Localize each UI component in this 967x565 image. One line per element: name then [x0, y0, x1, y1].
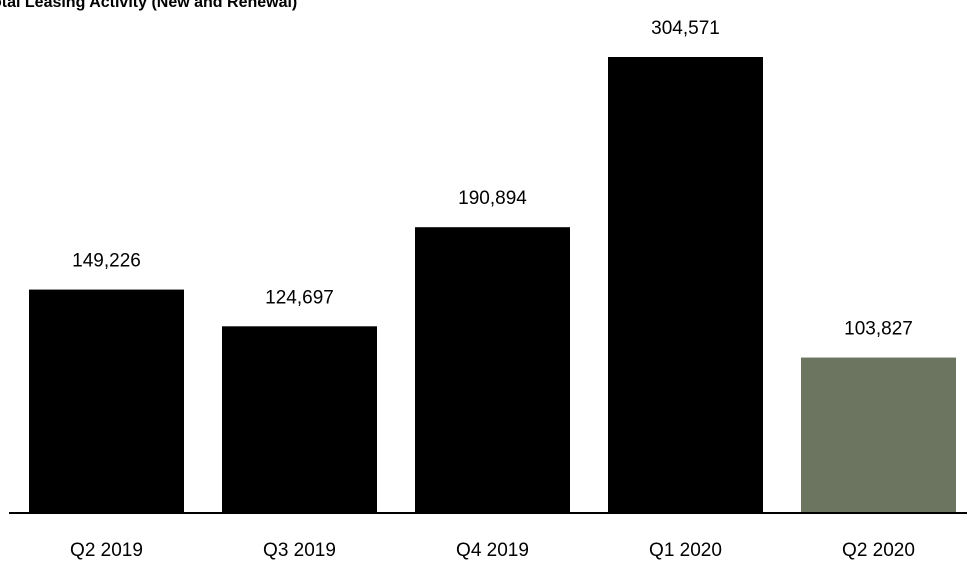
x-tick-labels-layer: Q2 2019 Q3 2019 Q4 2019 Q1 2020 Q2 2020 [70, 540, 915, 561]
value-label: 190,894 [458, 188, 527, 209]
value-label: 304,571 [651, 18, 720, 39]
value-label: 103,827 [844, 319, 913, 340]
value-label: 149,226 [72, 251, 141, 272]
x-tick-label: Q4 2019 [456, 540, 529, 560]
x-tick-label: Q2 2020 [842, 540, 915, 560]
value-label: 124,697 [265, 287, 334, 308]
value-labels-layer: 149,226 124,697 190,894 304,571 103,827 [72, 18, 913, 340]
bars-layer [29, 57, 956, 514]
bar-q3-2019 [222, 326, 377, 513]
bar-q2-2020 [801, 357, 956, 513]
x-tick-label: Q2 2019 [70, 540, 143, 560]
x-tick-label: Q3 2019 [263, 540, 336, 560]
chart-title: otal Leasing Activity (New and Renewal) [0, 0, 298, 11]
bar-q1-2020 [608, 57, 763, 513]
bar-q4-2019 [415, 227, 570, 514]
x-tick-label: Q1 2020 [649, 540, 722, 560]
bar-q2-2019 [29, 289, 184, 513]
